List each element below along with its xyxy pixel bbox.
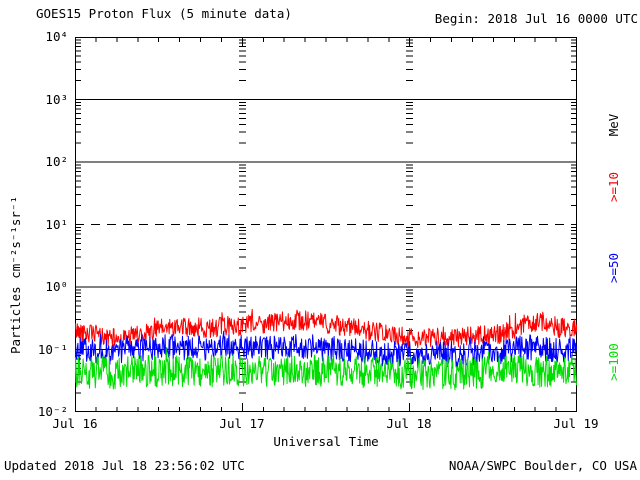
legend-gte100-label: >=100 [606, 343, 621, 381]
y-tick-label: 10² [45, 154, 68, 169]
legend-gte50-label: >=50 [606, 252, 621, 284]
proton-flux-plot [75, 37, 577, 412]
series-trace-gtegte100 [75, 348, 577, 391]
x-axis-title: Universal Time [273, 434, 379, 449]
y-tick-label: 10⁻¹ [37, 341, 68, 357]
y-tick-label: 10⁴ [45, 29, 68, 44]
source-attribution: NOAA/SWPC Boulder, CO USA [448, 458, 637, 473]
x-tick-label: Jul 19 [553, 416, 599, 431]
y-tick-label: 10⁻² [37, 404, 68, 419]
chart-title: GOES15 Proton Flux (5 minute data) [36, 6, 292, 21]
y-axis-title: Particles cm⁻²s⁻¹sr⁻¹ [8, 195, 23, 355]
legend-units-label: MeV [606, 113, 621, 137]
legend-gte10-label: >=10 [606, 171, 621, 203]
x-tick-label: Jul 17 [219, 416, 265, 431]
y-tick-label: 10³ [45, 91, 68, 107]
y-tick-label: 10¹ [45, 216, 68, 232]
series-trace-gtegte50 [75, 330, 577, 369]
x-tick-label: Jul 18 [386, 416, 432, 431]
updated-timestamp: Updated 2018 Jul 18 23:56:02 UTC [4, 458, 245, 473]
x-tick-label: Jul 16 [52, 416, 98, 431]
begin-timestamp: Begin: 2018 Jul 16 0000 UTC [434, 11, 638, 26]
y-tick-label: 10⁰ [45, 279, 68, 294]
series-trace-gtegte10 [75, 308, 577, 349]
